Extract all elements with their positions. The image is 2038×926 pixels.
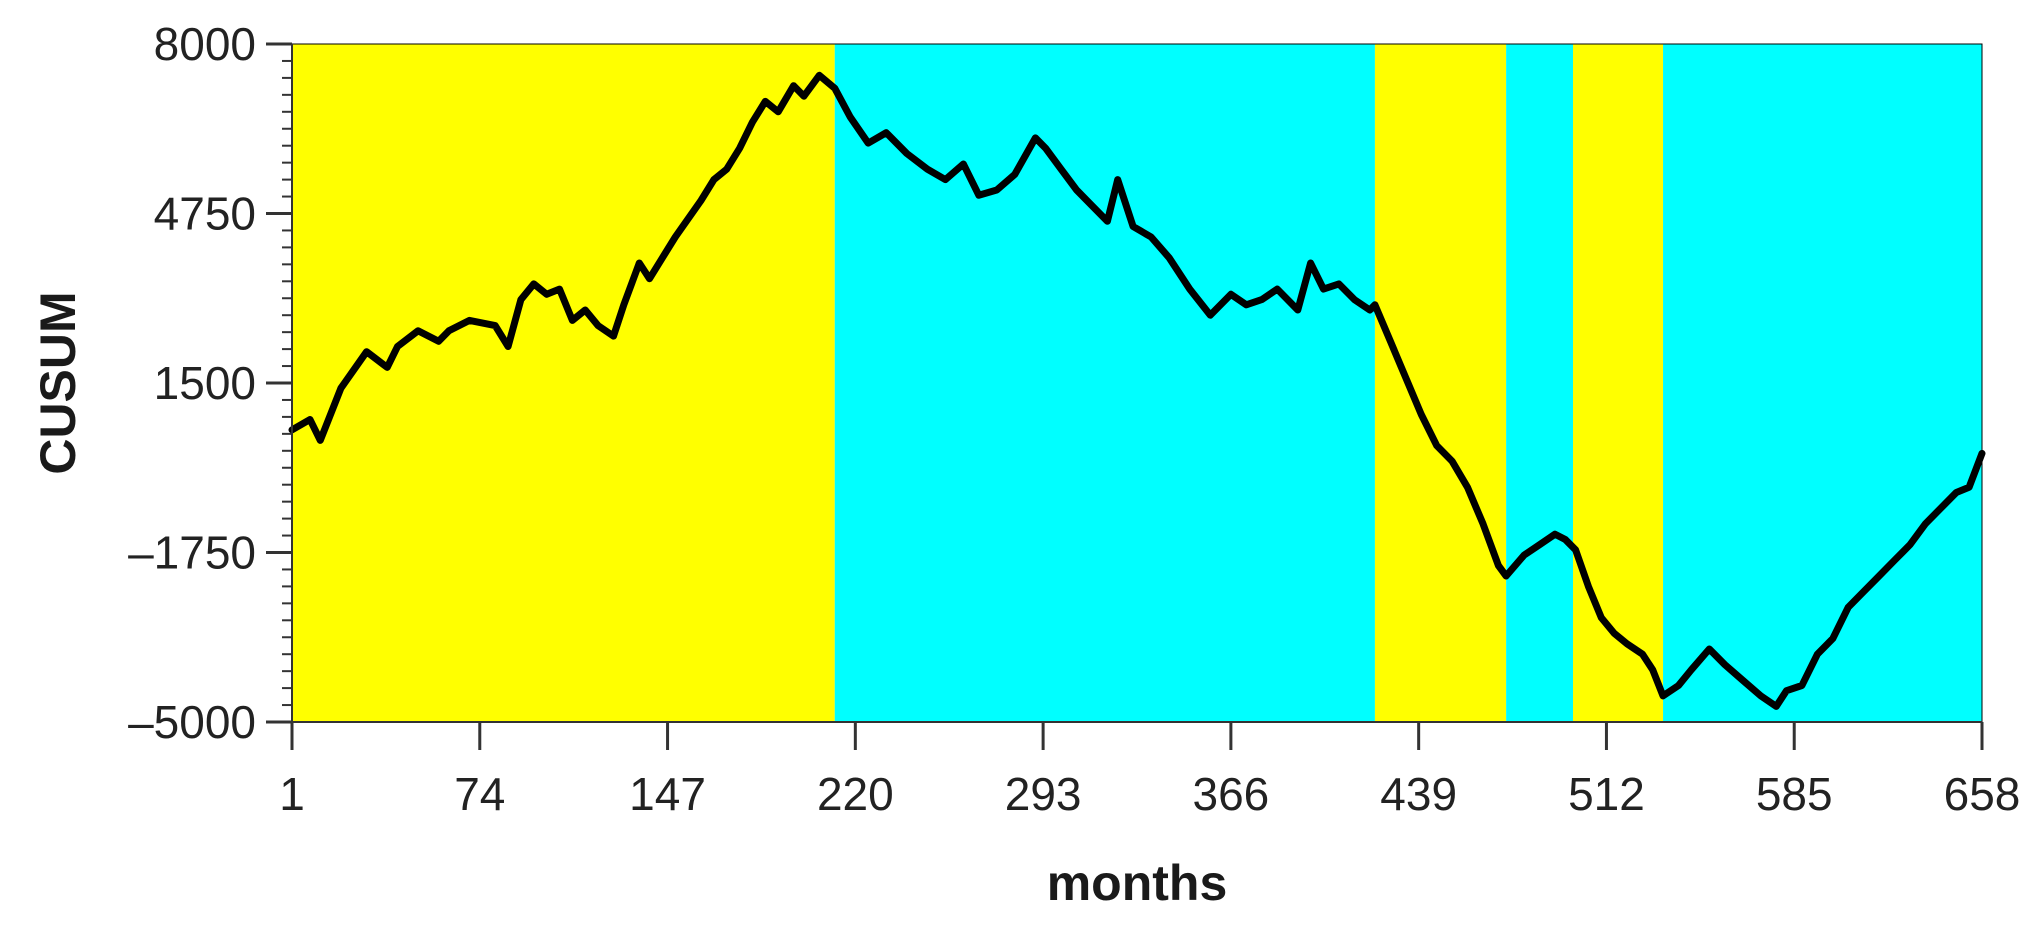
y-axis: 8000 4750 1500 –1750 –5000 — [128, 18, 293, 748]
y-tick-label: –1750 — [128, 527, 256, 579]
y-tick-label: 4750 — [154, 188, 256, 240]
x-tick-label: 220 — [817, 768, 894, 820]
x-tick-label: 293 — [1005, 768, 1082, 820]
y-tick-label: 1500 — [154, 357, 256, 409]
x-tick-label: 585 — [1756, 768, 1833, 820]
x-axis-title: months — [1047, 855, 1228, 911]
x-tick-label: 366 — [1193, 768, 1270, 820]
background-region — [1506, 44, 1574, 722]
background-region — [1573, 44, 1664, 722]
x-tick-label: 439 — [1380, 768, 1457, 820]
background-region — [1663, 44, 1982, 722]
x-axis: 1 74 147 220 293 366 439 512 585 658 — [279, 721, 2021, 820]
y-tick-label: 8000 — [154, 18, 256, 70]
x-tick-label: 1 — [279, 768, 305, 820]
background-region — [292, 44, 835, 722]
y-axis-title: CUSUM — [30, 291, 86, 474]
x-tick-label: 147 — [629, 768, 706, 820]
background-region — [834, 44, 1375, 722]
x-tick-label: 512 — [1568, 768, 1645, 820]
background-regions — [292, 44, 1982, 722]
background-region — [1374, 44, 1507, 722]
x-tick-label: 74 — [454, 768, 505, 820]
cusum-line — [288, 71, 1986, 710]
series-layer — [288, 71, 1986, 710]
x-tick-label: 658 — [1944, 768, 2021, 820]
y-tick-label: –5000 — [128, 696, 256, 748]
